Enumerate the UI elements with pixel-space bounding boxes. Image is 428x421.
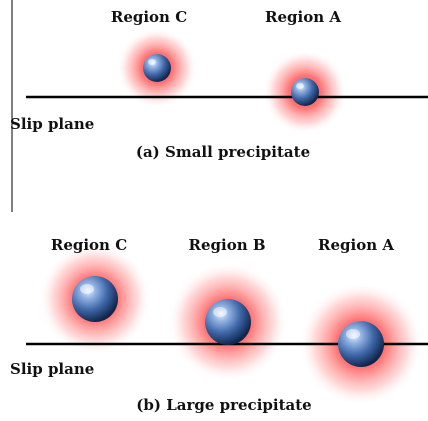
panel-a-region-a-label: Region A bbox=[265, 8, 341, 26]
panel-a bbox=[26, 28, 428, 134]
panel-a-slip-plane-label: Slip plane bbox=[10, 115, 95, 133]
precipitate-panel-b-region-b bbox=[205, 299, 251, 345]
precipitate-panel-b-region-a bbox=[338, 321, 384, 367]
panel-b-region-b-label: Region B bbox=[188, 236, 266, 254]
panel-b-caption: (b) Large precipitate bbox=[136, 396, 312, 414]
precipitate-panel-a-region-a bbox=[291, 78, 319, 106]
precipitate-panel-a-region-c bbox=[143, 54, 171, 82]
panel-b-region-a-label: Region A bbox=[318, 236, 394, 254]
precipitate-panel-b-region-c bbox=[72, 276, 118, 322]
panel-b bbox=[26, 243, 428, 406]
panel-a-caption: (a) Small precipitate bbox=[135, 143, 311, 161]
panel-b-region-c-label: Region C bbox=[50, 236, 128, 254]
panel-a-region-c-label: Region C bbox=[110, 8, 188, 26]
panel-b-slip-plane-label: Slip plane bbox=[10, 360, 95, 378]
